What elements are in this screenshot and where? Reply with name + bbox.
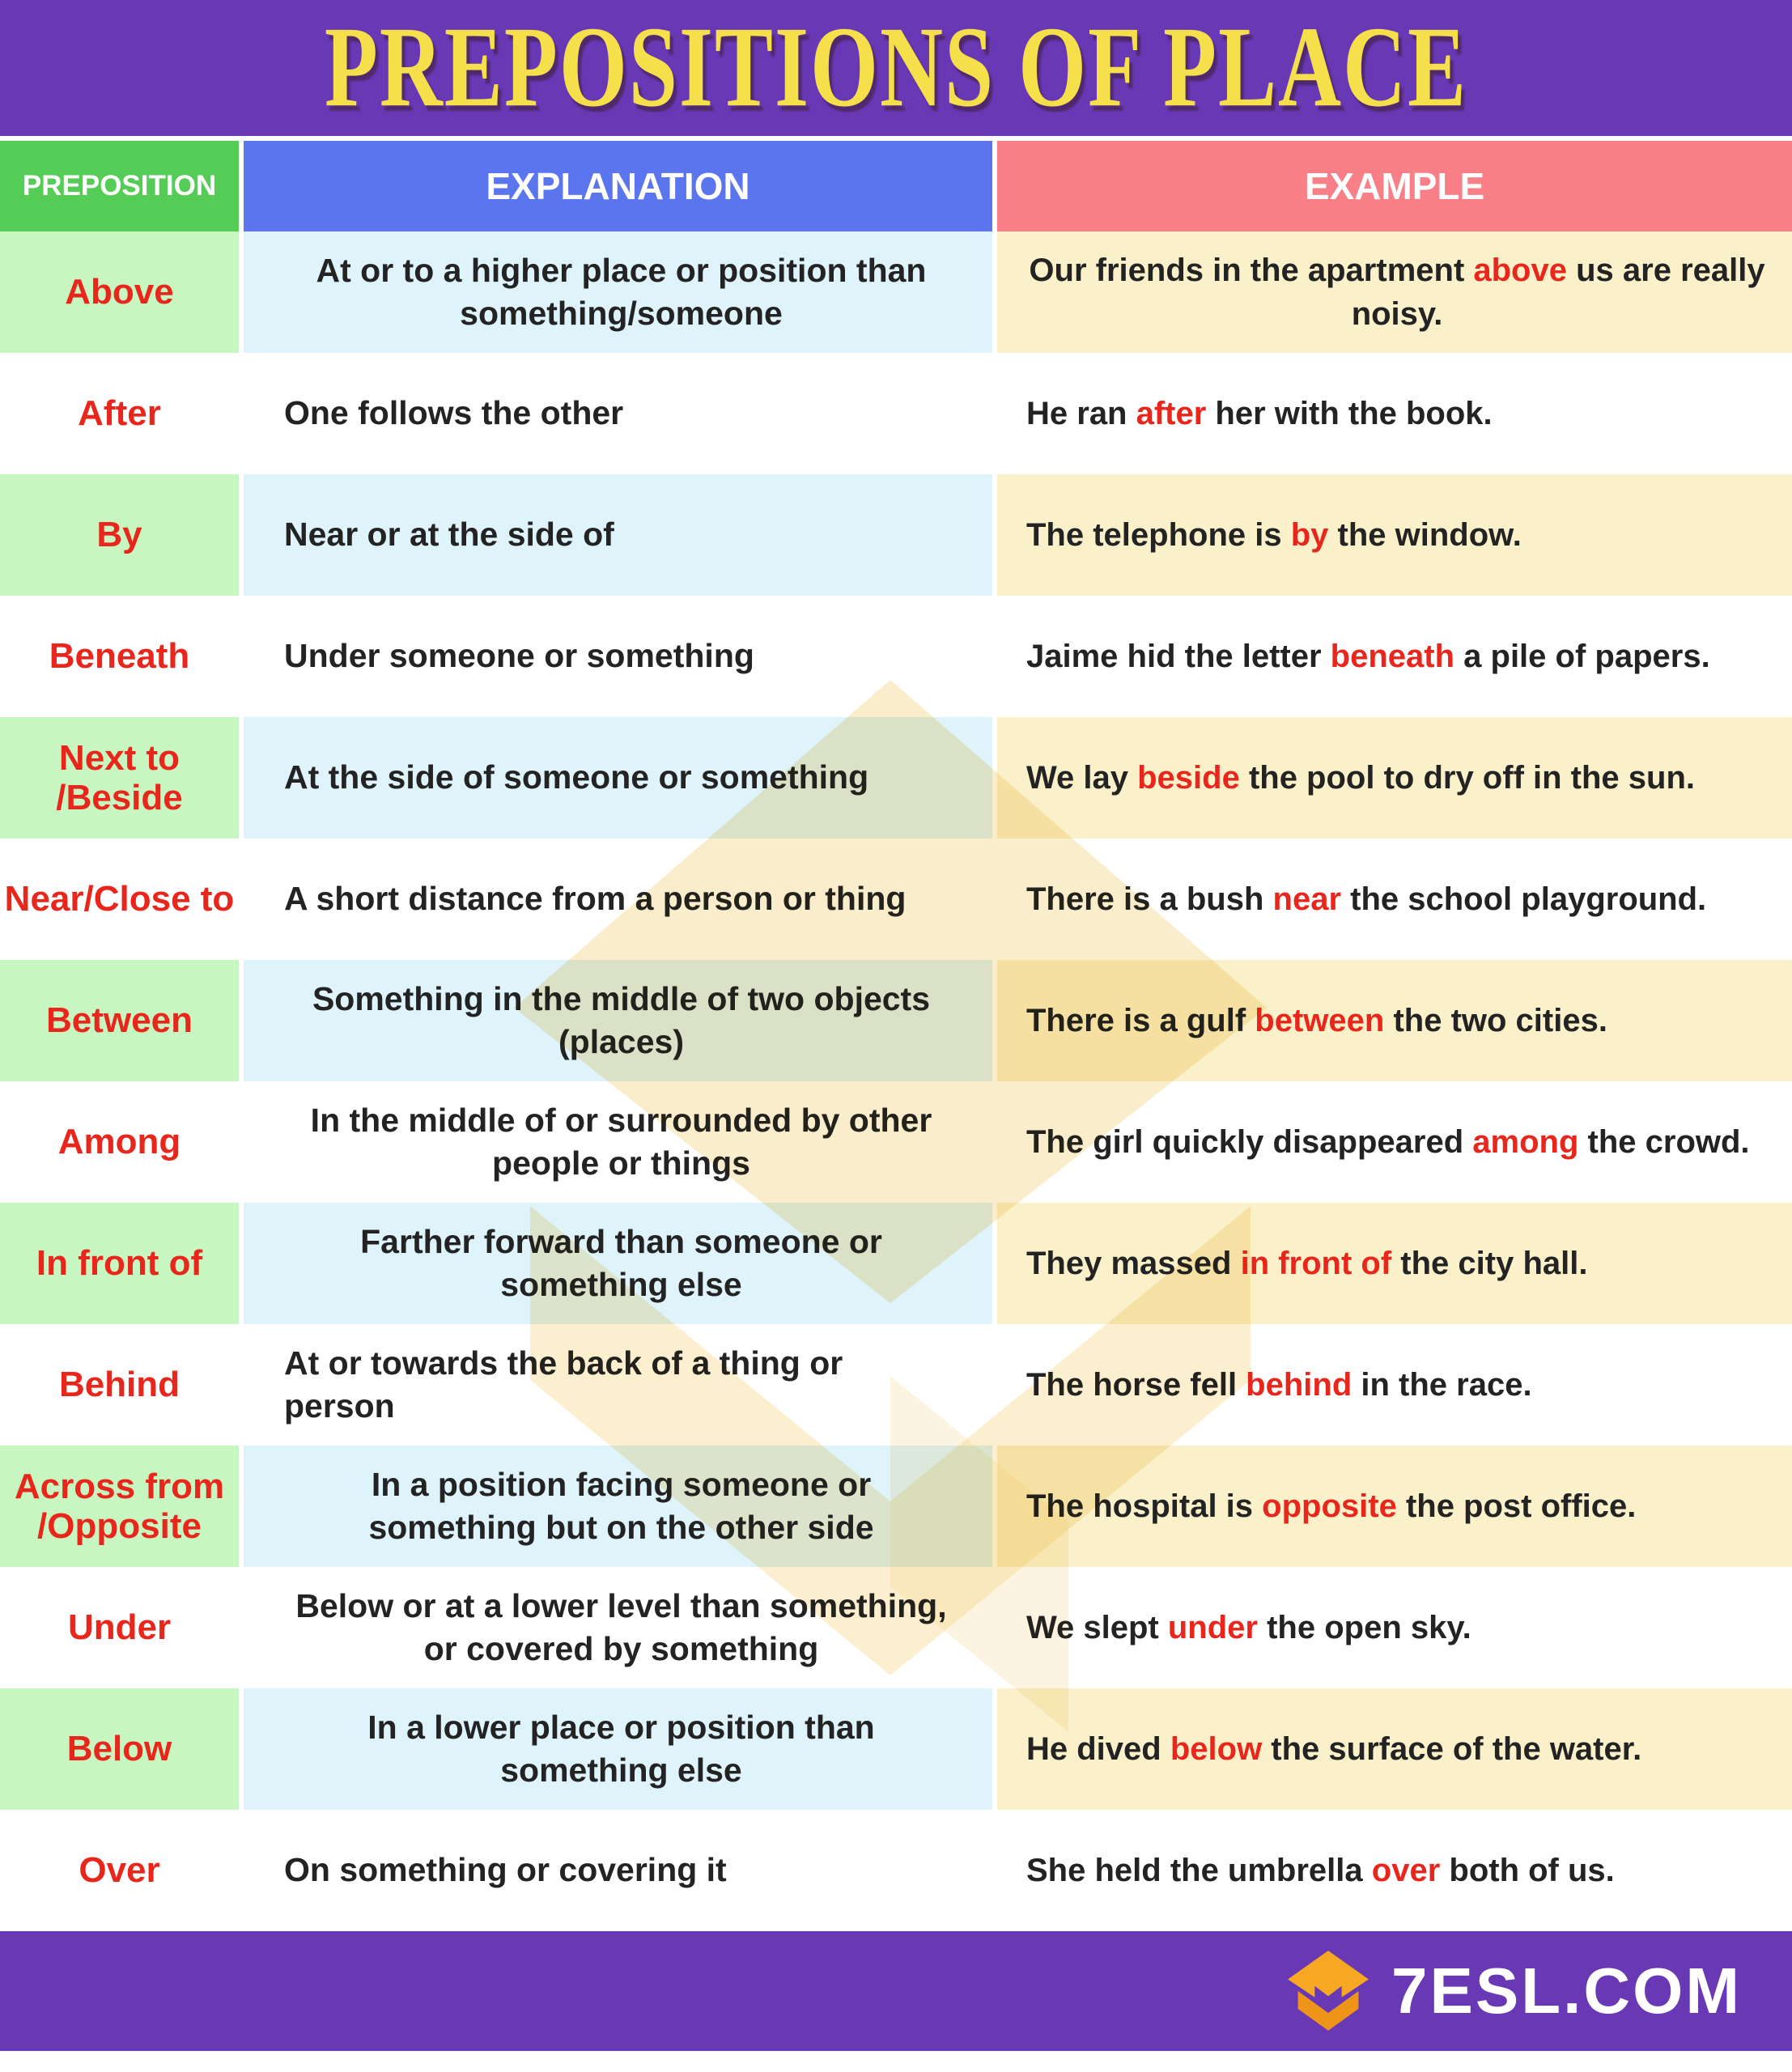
- prepositions-table: PREPOSITION EXPLANATION EXAMPLE Above At …: [0, 141, 1792, 1931]
- table-row: By Near or at the side of The telephone is…: [0, 474, 1792, 596]
- table-header-row: PREPOSITION EXPLANATION EXAMPLE: [0, 141, 1792, 231]
- table-row: Next to /Beside At the side of someone or…: [0, 717, 1792, 839]
- explanation-cell: In the middle of or surrounded by other …: [244, 1081, 992, 1203]
- table-row: Under Below or at a lower level than some…: [0, 1567, 1792, 1688]
- table-row: Near/Close to A short distance from a per…: [0, 839, 1792, 960]
- highlighted-preposition: behind: [1246, 1367, 1352, 1403]
- highlighted-preposition: among: [1472, 1124, 1579, 1160]
- highlighted-preposition: beneath: [1330, 639, 1455, 674]
- brand-text: 7ESL.COM: [1391, 1955, 1742, 2027]
- highlighted-preposition: below: [1170, 1731, 1263, 1767]
- explanation-cell: One follows the other: [244, 353, 992, 474]
- footer-bar: 7ESL.COM: [0, 1931, 1792, 2051]
- preposition-cell: Under: [0, 1567, 239, 1688]
- explanation-cell: At or towards the back of a thing or per…: [244, 1324, 992, 1446]
- preposition-cell: Beneath: [0, 596, 239, 717]
- explanation-cell: Below or at a lower level than something…: [244, 1567, 992, 1688]
- preposition-cell: Next to /Beside: [0, 717, 239, 839]
- table-row: Between Something in the middle of two ob…: [0, 960, 1792, 1081]
- preposition-cell: Across from /Opposite: [0, 1446, 239, 1567]
- example-cell: The telephone is by the window.: [997, 474, 1792, 596]
- highlighted-preposition: under: [1167, 1610, 1258, 1645]
- table-row: Below In a lower place or position than s…: [0, 1688, 1792, 1810]
- example-cell: We lay beside the pool to dry off in the…: [997, 717, 1792, 839]
- preposition-cell: Among: [0, 1081, 239, 1203]
- example-cell: We slept under the open sky.: [997, 1567, 1792, 1688]
- highlighted-preposition: in front of: [1240, 1246, 1392, 1281]
- preposition-cell: Between: [0, 960, 239, 1081]
- table-row: After One follows the other He ran after h…: [0, 353, 1792, 474]
- explanation-cell: At or to a higher place or position than…: [244, 231, 992, 353]
- explanation-cell: At the side of someone or something: [244, 717, 992, 839]
- highlighted-preposition: by: [1290, 517, 1329, 553]
- explanation-cell: Something in the middle of two objects (…: [244, 960, 992, 1081]
- table-row: Beneath Under someone or something Jaime h…: [0, 596, 1792, 717]
- table-body: Above At or to a higher place or position…: [0, 231, 1792, 1931]
- preposition-cell: Near/Close to: [0, 839, 239, 960]
- table-row: Above At or to a higher place or position…: [0, 231, 1792, 353]
- column-header-example: EXAMPLE: [997, 141, 1792, 231]
- example-cell: They massed in front of the city hall.: [997, 1203, 1792, 1324]
- table-row: Across from /Opposite In a position facin…: [0, 1446, 1792, 1567]
- preposition-cell: By: [0, 474, 239, 596]
- explanation-cell: Near or at the side of: [244, 474, 992, 596]
- explanation-cell: Under someone or something: [244, 596, 992, 717]
- title-bar: PREPOSITIONS OF PLACE: [0, 0, 1792, 136]
- example-cell: There is a gulf between the two cities.: [997, 960, 1792, 1081]
- preposition-cell: Below: [0, 1688, 239, 1810]
- example-cell: The hospital is opposite the post office…: [997, 1446, 1792, 1567]
- highlighted-preposition: near: [1272, 881, 1342, 917]
- example-cell: He dived below the surface of the water.: [997, 1688, 1792, 1810]
- highlighted-preposition: opposite: [1262, 1488, 1397, 1524]
- highlighted-preposition: beside: [1137, 760, 1240, 796]
- example-cell: He ran after her with the book.: [997, 353, 1792, 474]
- highlighted-preposition: over: [1371, 1853, 1441, 1888]
- preposition-cell: After: [0, 353, 239, 474]
- preposition-cell: Over: [0, 1810, 239, 1931]
- preposition-cell: Behind: [0, 1324, 239, 1446]
- column-header-explanation: EXPLANATION: [244, 141, 992, 231]
- highlighted-preposition: between: [1255, 1003, 1385, 1038]
- explanation-cell: On something or covering it: [244, 1810, 992, 1931]
- highlighted-preposition: above: [1473, 253, 1567, 288]
- example-cell: Jaime hid the letter beneath a pile of p…: [997, 596, 1792, 717]
- table-row: Among In the middle of or surrounded by o…: [0, 1081, 1792, 1203]
- table-row: Behind At or towards the back of a thing …: [0, 1324, 1792, 1446]
- example-cell: The girl quickly disappeared among the c…: [997, 1081, 1792, 1203]
- highlighted-preposition: after: [1136, 396, 1207, 431]
- example-cell: The horse fell behind in the race.: [997, 1324, 1792, 1446]
- example-cell: She held the umbrella over both of us.: [997, 1810, 1792, 1931]
- esl-graduation-cap-icon: [1288, 1951, 1369, 2031]
- table-row: In front of Farther forward than someone …: [0, 1203, 1792, 1324]
- column-header-preposition: PREPOSITION: [0, 141, 239, 231]
- table-row: Over On something or covering it She held …: [0, 1810, 1792, 1931]
- explanation-cell: Farther forward than someone or somethin…: [244, 1203, 992, 1324]
- page-title: PREPOSITIONS OF PLACE: [324, 3, 1468, 131]
- explanation-cell: A short distance from a person or thing: [244, 839, 992, 960]
- explanation-cell: In a position facing someone or somethin…: [244, 1446, 992, 1567]
- explanation-cell: In a lower place or position than someth…: [244, 1688, 992, 1810]
- preposition-cell: Above: [0, 231, 239, 353]
- example-cell: There is a bush near the school playgrou…: [997, 839, 1792, 960]
- preposition-cell: In front of: [0, 1203, 239, 1324]
- example-cell: Our friends in the apartment above us ar…: [997, 231, 1792, 353]
